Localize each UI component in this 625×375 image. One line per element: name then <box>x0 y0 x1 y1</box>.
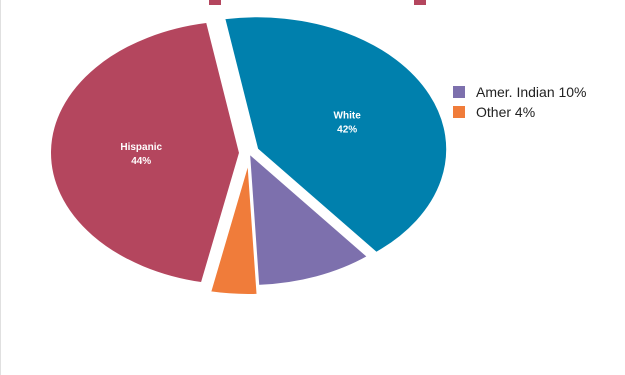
legend-label: Other 4% <box>476 104 536 120</box>
slice-label-hispanic: Hispanic <box>120 142 162 153</box>
pie-slices <box>49 15 449 296</box>
legend-item-amer-indian-10: Amer. Indian 10% <box>453 82 623 102</box>
slice-label-white: White <box>334 111 362 122</box>
pie-slice-labels: White 42% Hispanic 44% <box>120 111 361 167</box>
legend-swatch <box>453 106 465 118</box>
cropped-legend-strip <box>151 0 561 5</box>
legend-item-other-4: Other 4% <box>453 102 623 122</box>
cropped-legend-swatch <box>414 0 426 5</box>
slice-value-hispanic: 44% <box>131 156 151 167</box>
pie-slice-white <box>222 15 449 255</box>
legend-swatch <box>453 86 465 98</box>
pie-slice-other <box>208 161 259 296</box>
legend-label: Amer. Indian 10% <box>476 84 587 100</box>
chart-legend: Amer. Indian 10% Other 4% <box>453 82 623 122</box>
pie-slice-amer-indian <box>247 150 370 287</box>
slice-value-white: 42% <box>337 125 357 136</box>
cropped-legend-swatch <box>209 0 221 5</box>
pie-slice-hispanic <box>49 20 242 285</box>
